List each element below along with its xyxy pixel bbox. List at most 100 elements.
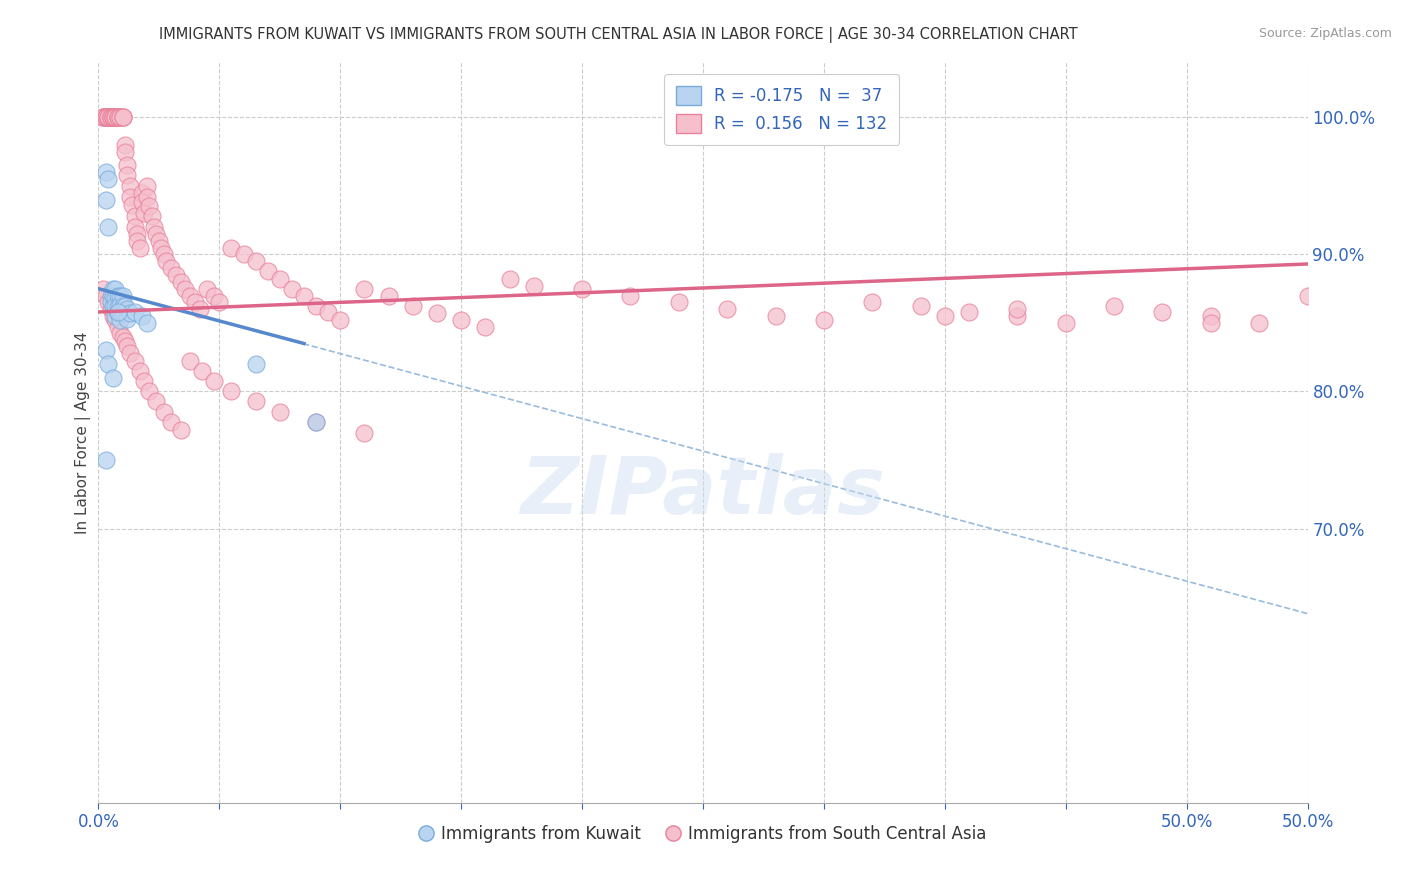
Point — [97, 219, 120, 234]
Point — [141, 209, 163, 223]
Point — [143, 219, 166, 234]
Point — [108, 313, 131, 327]
Point — [145, 227, 167, 241]
Point — [571, 282, 593, 296]
Point — [104, 110, 127, 124]
Point — [118, 190, 141, 204]
Point — [94, 193, 117, 207]
Point — [127, 227, 149, 241]
Point — [426, 306, 449, 320]
Text: ZIPatlas: ZIPatlas — [520, 453, 886, 531]
Point — [169, 275, 191, 289]
Point — [111, 110, 134, 124]
Point — [107, 110, 129, 124]
Point — [108, 288, 131, 302]
Point — [124, 209, 146, 223]
Point — [934, 309, 956, 323]
Point — [100, 295, 122, 310]
Point — [97, 357, 120, 371]
Point — [813, 313, 835, 327]
Point — [1199, 316, 1222, 330]
Point — [118, 178, 141, 193]
Point — [523, 279, 546, 293]
Point — [450, 313, 472, 327]
Point — [91, 110, 114, 124]
Point — [1007, 309, 1029, 323]
Point — [118, 306, 141, 320]
Point — [94, 288, 117, 302]
Point — [94, 165, 117, 179]
Point — [150, 240, 173, 255]
Point — [111, 288, 134, 302]
Point — [1007, 302, 1029, 317]
Point — [104, 291, 127, 305]
Point — [101, 110, 124, 124]
Point — [402, 300, 425, 314]
Point — [104, 313, 127, 327]
Point — [155, 254, 177, 268]
Point — [101, 300, 124, 314]
Point — [160, 261, 183, 276]
Point — [191, 364, 214, 378]
Point — [111, 300, 134, 314]
Point — [208, 295, 231, 310]
Point — [101, 282, 124, 296]
Legend: Immigrants from Kuwait, Immigrants from South Central Asia: Immigrants from Kuwait, Immigrants from … — [413, 819, 993, 850]
Point — [91, 282, 114, 296]
Point — [377, 288, 399, 302]
Point — [957, 305, 980, 319]
Point — [97, 110, 120, 124]
Point — [138, 384, 160, 399]
Point — [245, 254, 267, 268]
Point — [152, 405, 174, 419]
Point — [135, 316, 157, 330]
Point — [716, 302, 738, 317]
Point — [305, 415, 328, 429]
Point — [108, 110, 131, 124]
Point — [174, 282, 197, 296]
Point — [107, 288, 129, 302]
Point — [160, 415, 183, 429]
Point — [114, 145, 136, 159]
Point — [188, 302, 211, 317]
Point — [100, 110, 122, 124]
Y-axis label: In Labor Force | Age 30-34: In Labor Force | Age 30-34 — [76, 331, 91, 534]
Point — [107, 110, 129, 124]
Point — [97, 110, 120, 124]
Point — [94, 453, 117, 467]
Point — [94, 110, 117, 124]
Point — [104, 300, 127, 314]
Point — [108, 110, 131, 124]
Point — [104, 110, 127, 124]
Point — [353, 282, 375, 296]
Point — [111, 110, 134, 124]
Point — [94, 343, 117, 358]
Point — [1102, 300, 1125, 314]
Point — [101, 288, 124, 302]
Point — [138, 199, 160, 213]
Point — [97, 172, 120, 186]
Point — [100, 110, 122, 124]
Point — [124, 305, 146, 319]
Point — [329, 313, 352, 327]
Point — [179, 354, 201, 368]
Point — [124, 219, 146, 234]
Point — [114, 137, 136, 152]
Point — [111, 329, 134, 343]
Point — [498, 272, 520, 286]
Point — [1296, 288, 1319, 302]
Point — [101, 110, 124, 124]
Point — [232, 247, 254, 261]
Point — [619, 288, 641, 302]
Point — [204, 374, 226, 388]
Point — [117, 302, 139, 317]
Point — [101, 110, 124, 124]
Point — [474, 320, 496, 334]
Point — [107, 305, 129, 319]
Point — [118, 346, 141, 360]
Point — [108, 305, 131, 319]
Point — [135, 178, 157, 193]
Point — [1199, 309, 1222, 323]
Point — [281, 282, 304, 296]
Point — [195, 282, 218, 296]
